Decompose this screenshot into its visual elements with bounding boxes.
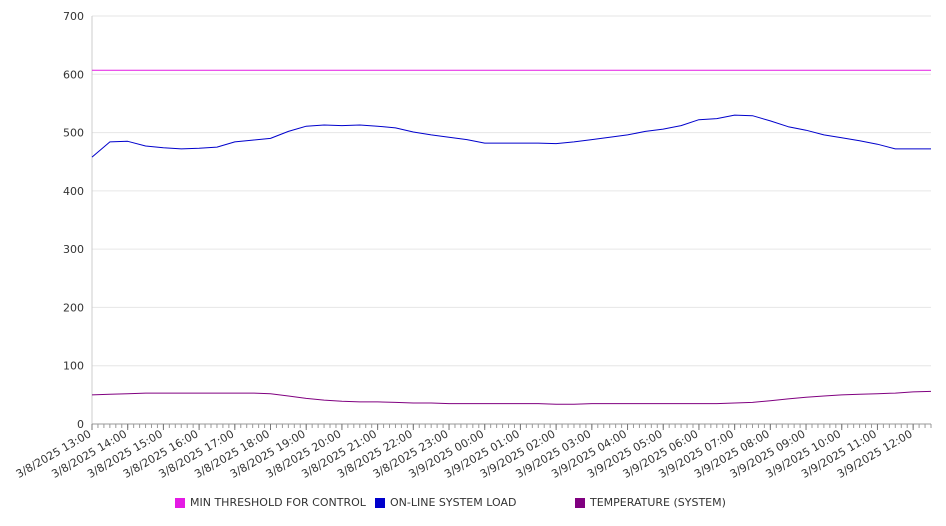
gridlines [92, 15, 931, 367]
legend-item-temperature[interactable]: TEMPERATURE (SYSTEM) [575, 496, 726, 509]
legend-label-min-threshold: MIN THRESHOLD FOR CONTROL [190, 496, 366, 509]
legend-swatch-temperature [575, 497, 585, 508]
legend-item-min-threshold[interactable]: MIN THRESHOLD FOR CONTROL [175, 496, 366, 509]
y-tick-label: 600 [63, 68, 84, 81]
y-tick-label: 100 [63, 360, 84, 373]
legend: MIN THRESHOLD FOR CONTROL ON-LINE SYSTEM… [0, 496, 946, 516]
y-tick-label: 300 [63, 243, 84, 256]
series-line-1 [91, 114, 931, 158]
y-tick-label: 700 [63, 10, 84, 23]
legend-swatch-min-threshold [175, 497, 185, 508]
legend-item-system-load[interactable]: ON-LINE SYSTEM LOAD [375, 496, 516, 509]
y-tick-label: 400 [63, 185, 84, 198]
legend-label-system-load: ON-LINE SYSTEM LOAD [390, 496, 517, 509]
y-tick-label: 0 [77, 418, 84, 431]
y-tick-label: 200 [63, 301, 84, 314]
legend-label-temperature: TEMPERATURE (SYSTEM) [590, 496, 726, 509]
series-lines [91, 69, 932, 405]
series-line-2 [91, 390, 932, 405]
legend-swatch-system-load [375, 497, 385, 508]
y-tick-label: 500 [63, 127, 84, 140]
